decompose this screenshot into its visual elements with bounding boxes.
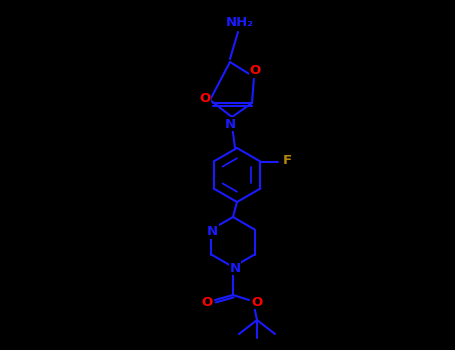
- Text: N: N: [229, 261, 241, 274]
- Text: F: F: [283, 154, 292, 167]
- Text: O: O: [202, 295, 212, 308]
- Text: O: O: [199, 91, 211, 105]
- Text: O: O: [249, 64, 261, 77]
- Text: O: O: [251, 295, 263, 308]
- Text: NH₂: NH₂: [226, 15, 254, 28]
- Text: N: N: [224, 118, 236, 131]
- Text: N: N: [207, 225, 218, 238]
